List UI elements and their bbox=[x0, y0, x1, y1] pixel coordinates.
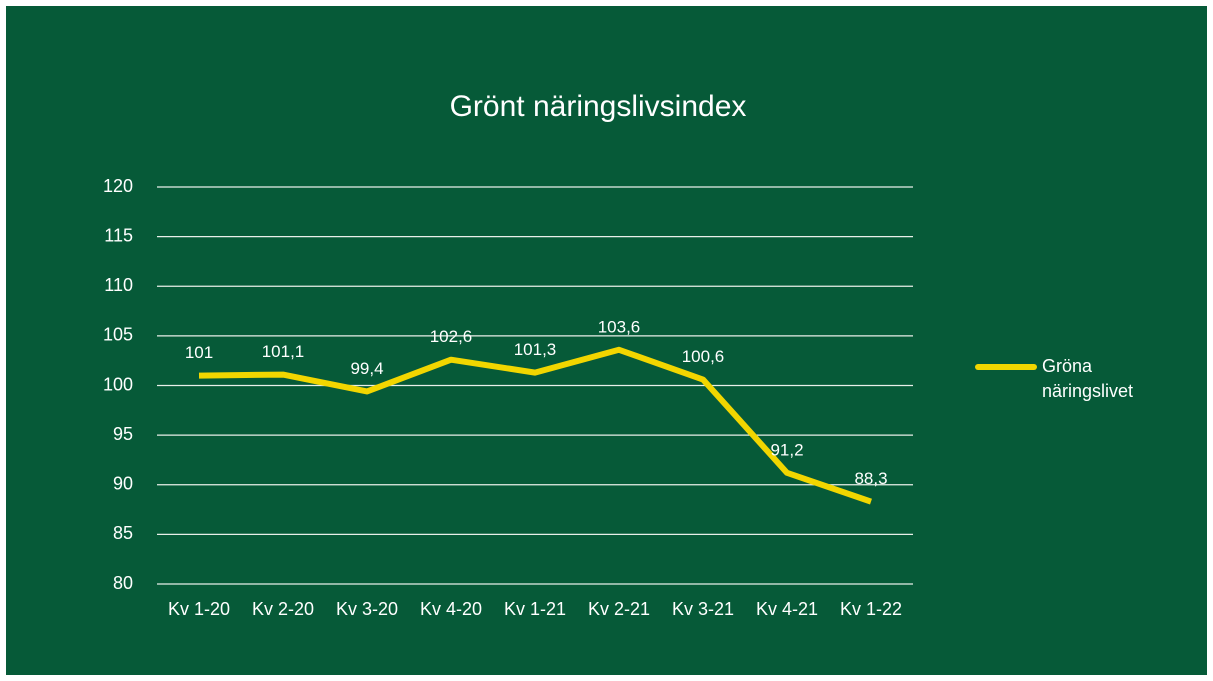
data-label: 101,1 bbox=[262, 342, 305, 361]
data-label: 101,3 bbox=[514, 340, 557, 359]
legend-label: Gröna näringslivet bbox=[1042, 356, 1134, 401]
data-label: 88,3 bbox=[854, 469, 887, 488]
data-label: 102,6 bbox=[430, 327, 473, 346]
x-tick-label: Kv 1-22 bbox=[840, 599, 902, 619]
x-tick-label: Kv 1-21 bbox=[504, 599, 566, 619]
x-tick-label: Kv 4-21 bbox=[756, 599, 818, 619]
chart-title: Grönt näringslivsindex bbox=[450, 90, 747, 123]
data-label: 103,6 bbox=[598, 317, 641, 336]
x-tick-label: Kv 3-20 bbox=[336, 599, 398, 619]
x-tick-label: Kv 2-20 bbox=[252, 599, 314, 619]
y-tick-label: 90 bbox=[113, 474, 133, 494]
x-tick-label: Kv 4-20 bbox=[420, 599, 482, 619]
y-tick-label: 100 bbox=[103, 374, 133, 394]
y-tick-label: 120 bbox=[103, 176, 133, 196]
data-label: 100,6 bbox=[682, 347, 725, 366]
y-tick-label: 105 bbox=[103, 325, 133, 345]
x-tick-label: Kv 2-21 bbox=[588, 599, 650, 619]
y-tick-label: 115 bbox=[104, 225, 133, 245]
x-tick-label: Kv 3-21 bbox=[672, 599, 734, 619]
background bbox=[6, 6, 1207, 675]
y-tick-label: 95 bbox=[113, 424, 133, 444]
data-label: 101 bbox=[185, 343, 213, 362]
data-label: 91,2 bbox=[770, 440, 803, 459]
x-tick-label: Kv 1-20 bbox=[168, 599, 230, 619]
line-series bbox=[198, 346, 872, 505]
data-label: 99,4 bbox=[350, 359, 383, 378]
y-tick-label: 85 bbox=[113, 523, 133, 543]
y-tick-label: 80 bbox=[113, 573, 133, 593]
y-tick-label: 110 bbox=[104, 275, 133, 295]
